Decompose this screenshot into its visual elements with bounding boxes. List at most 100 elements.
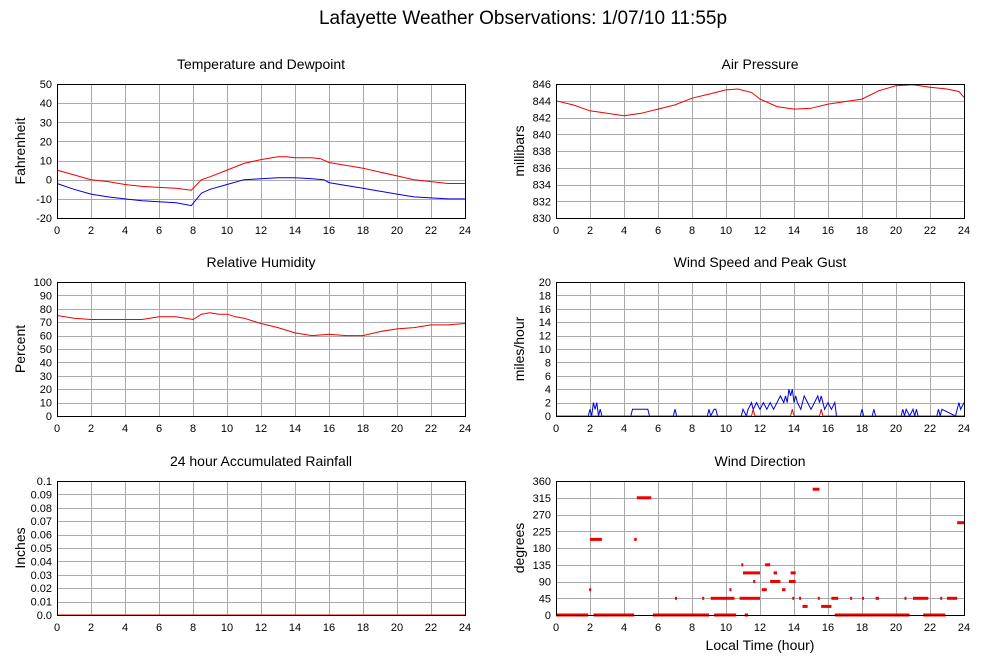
x-tick-label: 20 — [890, 225, 902, 237]
x-tick-label: 12 — [255, 225, 267, 237]
x-tick-label: 12 — [754, 423, 766, 435]
wind-direction-point — [850, 596, 853, 600]
x-tick-label: 2 — [88, 622, 94, 634]
y-tick-label: 180 — [533, 543, 551, 555]
y-tick-label: 6 — [545, 371, 551, 383]
x-tick-label: 0 — [553, 622, 559, 634]
y-tick-label: 16 — [539, 304, 551, 316]
x-tick-label: 24 — [958, 225, 970, 237]
x-tick-label: 8 — [689, 225, 695, 237]
y-tick-label: 80 — [40, 304, 52, 316]
temperature-y-axis-label: Fahrenheit — [12, 117, 28, 184]
x-tick-label: 14 — [289, 225, 301, 237]
x-tick-label: 22 — [924, 423, 936, 435]
temperature-series-red-line — [56, 156, 465, 191]
x-tick-label: 16 — [323, 622, 335, 634]
temperature-panel: 0 2 4 6 8 10 12 14 16 18 20 22 24-20-1001020304050Te… — [12, 56, 471, 237]
y-tick-label: -20 — [36, 213, 52, 225]
x-tick-label: 0 — [553, 423, 559, 435]
y-tick-label: 0.09 — [31, 489, 52, 501]
wind-direction-point — [817, 596, 820, 600]
wind_speed-panel: 0 2 4 6 8 10 12 14 16 18 20 22 2402468101214161820Wi… — [511, 254, 970, 435]
x-tick-label: 8 — [190, 225, 196, 237]
x-tick-label: 24 — [958, 622, 970, 634]
rainfall-title: 24 hour Accumulated Rainfall — [170, 453, 352, 469]
x-tick-label: 12 — [255, 622, 267, 634]
wind-direction-point — [675, 596, 677, 600]
x-tick-label: 10 — [720, 225, 732, 237]
plot-frame — [556, 481, 965, 616]
wind_direction-panel: 0 2 4 6 8 10 12 14 16 18 20 22 240459013518022527031… — [511, 453, 970, 634]
x-tick-label: 24 — [459, 423, 471, 435]
y-tick-label: 90 — [539, 577, 551, 589]
x-tick-label: 14 — [788, 423, 800, 435]
humidity-title: Relative Humidity — [207, 254, 316, 270]
plot-frame — [556, 84, 965, 219]
x-tick-label: 0 — [54, 423, 60, 435]
x-tick-label: 4 — [122, 622, 128, 634]
wind-direction-point — [947, 596, 958, 600]
y-tick-label: 14 — [539, 317, 551, 329]
wind-direction-point — [862, 596, 864, 600]
wind_speed-title: Wind Speed and Peak Gust — [674, 254, 847, 270]
x-tick-label: 6 — [156, 622, 162, 634]
x-tick-label: 10 — [221, 225, 233, 237]
wind-direction-point — [940, 596, 943, 600]
y-tick-label: 0.05 — [31, 543, 52, 555]
y-tick-label: 0.0 — [37, 610, 52, 622]
x-tick-label: 8 — [689, 622, 695, 634]
x-tick-label: 14 — [289, 423, 301, 435]
y-tick-label: 50 — [40, 344, 52, 356]
y-tick-label: 0.1 — [37, 476, 52, 488]
wind_speed-y-axis-label: miles/hour — [511, 316, 527, 381]
x-tick-label: 12 — [754, 225, 766, 237]
x-tick-label: 22 — [924, 622, 936, 634]
wind-direction-point — [913, 596, 929, 600]
x-tick-label: 2 — [88, 225, 94, 237]
y-tick-label: 20 — [539, 277, 551, 289]
wind-direction-point — [710, 596, 735, 600]
y-tick-label: 0 — [46, 411, 52, 423]
y-tick-label: -10 — [36, 194, 52, 206]
x-tick-label: 2 — [587, 423, 593, 435]
y-tick-label: 315 — [533, 493, 551, 505]
wind-direction-point — [761, 588, 767, 592]
x-tick-label: 16 — [822, 423, 834, 435]
y-tick-label: 2 — [545, 398, 551, 410]
x-tick-label: 20 — [391, 423, 403, 435]
x-tick-label: 18 — [856, 622, 868, 634]
x-tick-label: 16 — [822, 225, 834, 237]
figure-title: Lafayette Weather Observations: 1/07/10 … — [319, 8, 727, 29]
wind-direction-point — [765, 563, 771, 567]
wind-direction-point — [799, 596, 802, 600]
y-tick-label: 360 — [533, 476, 551, 488]
wind-direction-point — [739, 596, 743, 600]
y-tick-label: 0.01 — [31, 597, 52, 609]
x-tick-label: 16 — [323, 423, 335, 435]
wind-direction-point — [831, 596, 839, 600]
y-tick-label: 30 — [40, 371, 52, 383]
x-tick-label: 22 — [425, 225, 437, 237]
wind-direction-point — [821, 604, 832, 608]
x-tick-label: 16 — [323, 225, 335, 237]
x-tick-label: 14 — [289, 622, 301, 634]
wind-direction-point — [812, 487, 820, 491]
wind-direction-point — [741, 563, 744, 567]
x-tick-label: 24 — [459, 225, 471, 237]
x-tick-label: 12 — [754, 622, 766, 634]
y-tick-label: 0.02 — [31, 583, 52, 595]
y-tick-label: 0.03 — [31, 570, 52, 582]
wind-direction-point — [589, 588, 592, 592]
humidity-series-red-line — [56, 312, 466, 337]
x-tick-label: 14 — [788, 225, 800, 237]
x-tick-label: 22 — [924, 225, 936, 237]
wind_speed-series-blue-line — [556, 389, 965, 418]
humidity-y-axis-label: Percent — [12, 325, 28, 373]
y-tick-label: 270 — [533, 510, 551, 522]
wind_direction-y-axis-label: degrees — [511, 523, 527, 574]
x-tick-label: 2 — [587, 622, 593, 634]
x-tick-label: 18 — [357, 225, 369, 237]
x-tick-label: 10 — [720, 423, 732, 435]
x-tick-label: 18 — [357, 423, 369, 435]
